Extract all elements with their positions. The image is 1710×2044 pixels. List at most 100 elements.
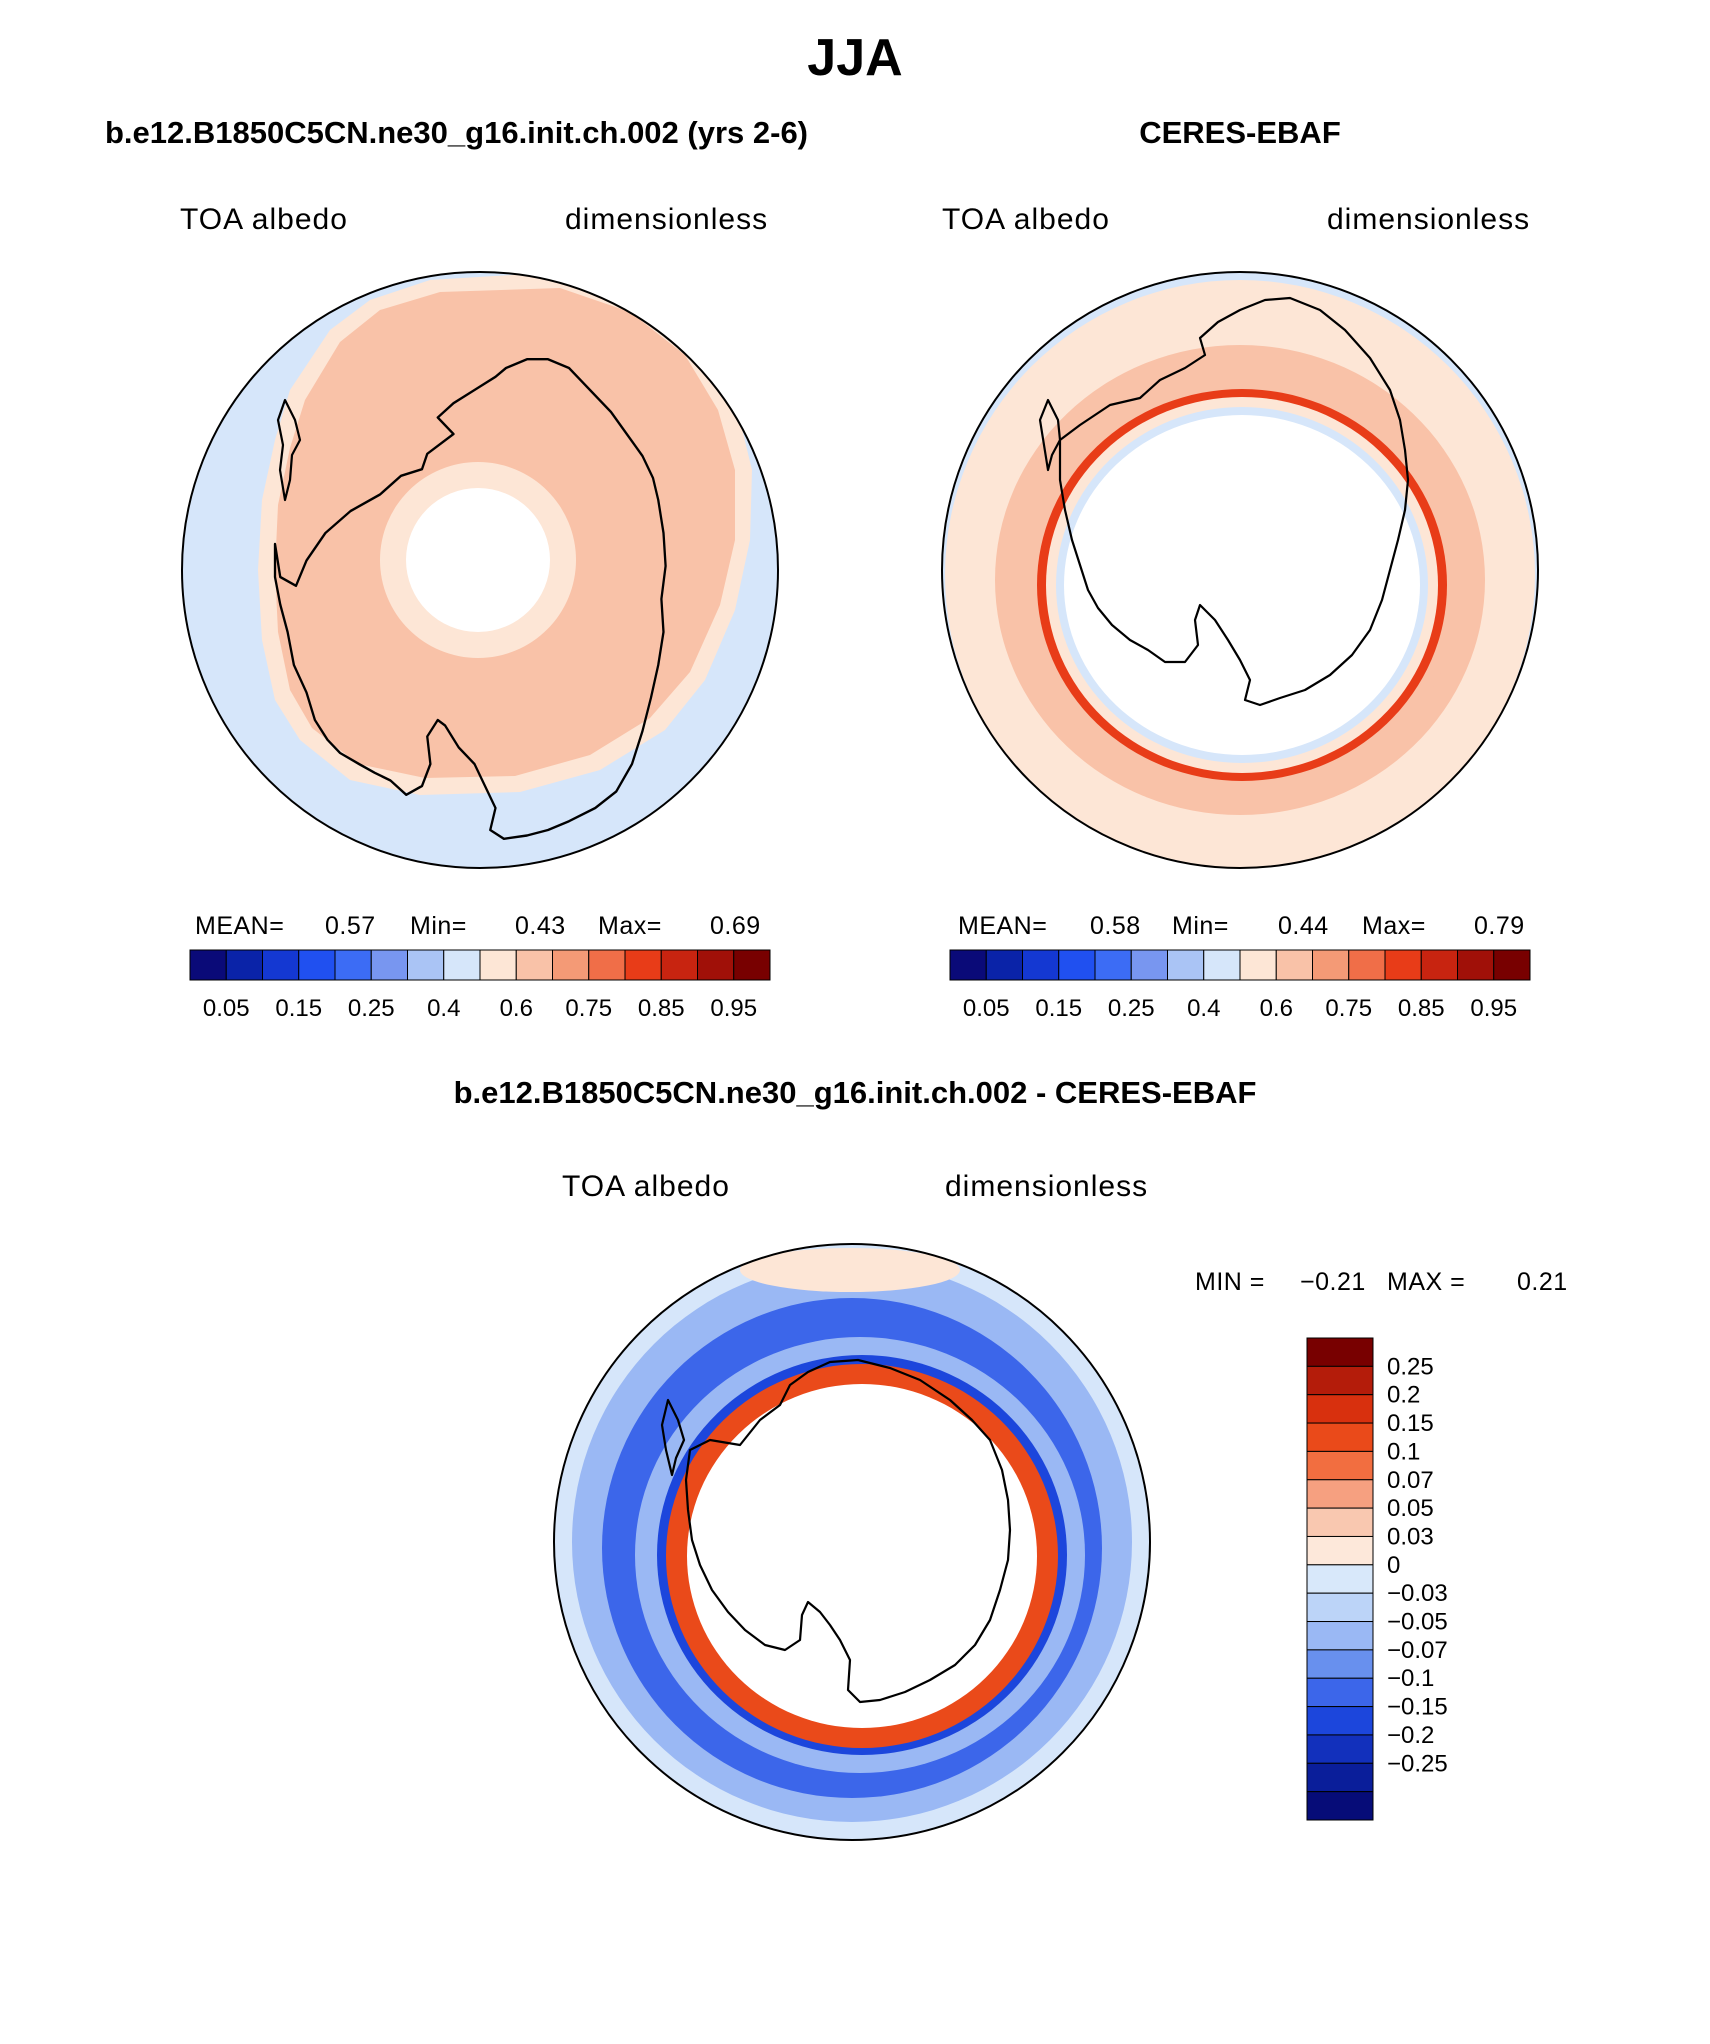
obs-max-label: Max=: [1362, 912, 1426, 940]
obs-colorbar-swatch: [1312, 949, 1350, 981]
model-panel-title: b.e12.B1850C5CN.ne30_g16.init.ch.002 (yr…: [105, 115, 809, 150]
obs-colorbar-swatch: [1457, 949, 1495, 981]
obs-colorbar-swatch: [1058, 949, 1096, 981]
obs-colorbar-tick-label: 0.95: [1470, 995, 1517, 1022]
obs-colorbar-tick-label: 0.05: [963, 995, 1010, 1022]
diff-colorbar-tick-label: 0: [1387, 1552, 1400, 1579]
model-missing-data: [406, 488, 550, 632]
obs-colorbar-swatch: [1384, 949, 1422, 981]
diff-colorbar-tick-label: 0.1: [1387, 1438, 1420, 1465]
diff-colorbar-swatch: [1306, 1365, 1374, 1396]
model-colorbar-swatch: [552, 949, 590, 981]
model-antarctic-peninsula: [276, 398, 302, 502]
obs-colorbar-swatch: [1167, 949, 1205, 981]
diff-max-label: MAX =: [1387, 1268, 1466, 1296]
model-colorbar-swatch: [298, 949, 336, 981]
obs-colorbar-swatch: [1130, 949, 1168, 981]
obs-colorbar-swatch: [1348, 949, 1386, 981]
diff-colorbar-swatch: [1306, 1450, 1374, 1481]
figure-title: JJA: [807, 29, 903, 87]
diff-colorbar-swatch: [1306, 1422, 1374, 1452]
diff-min-value: −0.21: [1300, 1268, 1366, 1296]
model-colorbar-swatch: [733, 949, 771, 981]
model-min-label: Min=: [410, 912, 467, 940]
diff-antarctic-peninsula: [660, 1398, 686, 1477]
obs-colorbar-swatch: [949, 949, 987, 981]
diff-colorbar-swatch: [1306, 1564, 1374, 1594]
diff-colorbar-swatch: [1306, 1706, 1374, 1736]
diff-colorbar-tick-label: −0.15: [1387, 1694, 1448, 1721]
model-map: [182, 272, 778, 868]
model-colorbar-swatch: [370, 949, 408, 981]
model-colorbar-tick-label: 0.95: [710, 995, 757, 1022]
obs-units-label: dimensionless: [1327, 203, 1531, 236]
obs-antarctic-peninsula: [1038, 398, 1062, 472]
diff-colorbar-tick-label: 0.07: [1387, 1467, 1434, 1494]
diff-colorbar-swatch: [1306, 1791, 1374, 1821]
diff-map: [554, 1244, 1150, 1840]
diff-colorbar-swatch: [1306, 1507, 1374, 1537]
diff-map-frame: [553, 1243, 1151, 1841]
obs-min-label: Min=: [1172, 912, 1229, 940]
model-colorbar-swatch: [515, 949, 553, 981]
obs-colorbar-swatch: [1203, 949, 1241, 981]
model-colorbar-swatch: [443, 949, 481, 981]
diff-colorbar-tick-label: −0.05: [1387, 1609, 1448, 1636]
obs-colorbar-swatch: [1275, 949, 1313, 981]
diff-variable-label: TOA albedo: [562, 1170, 730, 1203]
diff-panel-title: b.e12.B1850C5CN.ne30_g16.init.ch.002 - C…: [453, 1075, 1257, 1110]
obs-colorbar-tick-label: 0.6: [1260, 995, 1293, 1022]
obs-colorbar-tick-label: 0.15: [1035, 995, 1082, 1022]
model-variable-label: TOA albedo: [180, 203, 348, 236]
obs-variable-label: TOA albedo: [942, 203, 1110, 236]
obs-colorbar-swatch: [1239, 949, 1277, 981]
obs-max-value: 0.79: [1474, 912, 1525, 940]
model-colorbar-swatch: [479, 949, 517, 981]
diff-min-label: MIN =: [1195, 1268, 1265, 1296]
diff-positive-patch: [740, 1248, 960, 1292]
diff-colorbar-swatch: [1306, 1592, 1374, 1623]
obs-colorbar-swatch: [1022, 949, 1060, 981]
model-colorbar-swatch: [697, 949, 735, 981]
diff-colorbar-swatch: [1306, 1479, 1374, 1509]
model-colorbar-tick-label: 0.75: [565, 995, 612, 1022]
model-mean-value: 0.57: [325, 912, 376, 940]
diff-colorbar-swatch: [1306, 1621, 1374, 1651]
model-map-frame: [181, 271, 779, 869]
diff-colorbar-swatch: [1306, 1677, 1374, 1708]
model-colorbar-swatch: [624, 949, 662, 981]
model-max-value: 0.69: [710, 912, 761, 940]
diff-colorbar-tick-label: 0.03: [1387, 1523, 1434, 1550]
obs-missing-data: [1064, 415, 1420, 755]
obs-colorbar-swatch: [1094, 949, 1132, 981]
diff-colorbar-tick-label: −0.07: [1387, 1637, 1448, 1664]
diff-colorbar-swatch: [1306, 1762, 1374, 1793]
obs-panel-title: CERES-EBAF: [1139, 115, 1341, 150]
model-colorbar-swatch: [334, 949, 372, 981]
obs-mean-label: MEAN=: [958, 912, 1048, 940]
diff-colorbar-swatch: [1306, 1734, 1374, 1764]
diff-colorbar-tick-label: 0.2: [1387, 1382, 1420, 1409]
obs-colorbar-tick-label: 0.75: [1325, 995, 1372, 1022]
diff-colorbar-tick-label: −0.2: [1387, 1722, 1434, 1749]
model-colorbar-swatch: [588, 949, 626, 981]
obs-colorbar-swatch: [1493, 949, 1531, 981]
obs-colorbar-swatch: [1420, 949, 1458, 981]
obs-colorbar-swatch: [985, 949, 1023, 981]
diff-colorbar-tick-label: 0.25: [1387, 1353, 1434, 1380]
obs-map-frame: [941, 271, 1539, 869]
obs-colorbar-tick-label: 0.25: [1108, 995, 1155, 1022]
diff-colorbar-tick-label: −0.1: [1387, 1665, 1434, 1692]
model-colorbar-tick-label: 0.6: [500, 995, 533, 1022]
model-colorbar-tick-label: 0.05: [203, 995, 250, 1022]
obs-map: [942, 272, 1538, 868]
diff-units-label: dimensionless: [945, 1170, 1149, 1203]
obs-min-value: 0.44: [1278, 912, 1329, 940]
model-colorbar-tick-label: 0.85: [638, 995, 685, 1022]
diff-colorbar-swatch: [1306, 1535, 1374, 1566]
diff-colorbar-swatch: [1306, 1649, 1374, 1679]
model-units-label: dimensionless: [565, 203, 769, 236]
obs-colorbar-tick-label: 0.4: [1187, 995, 1220, 1022]
